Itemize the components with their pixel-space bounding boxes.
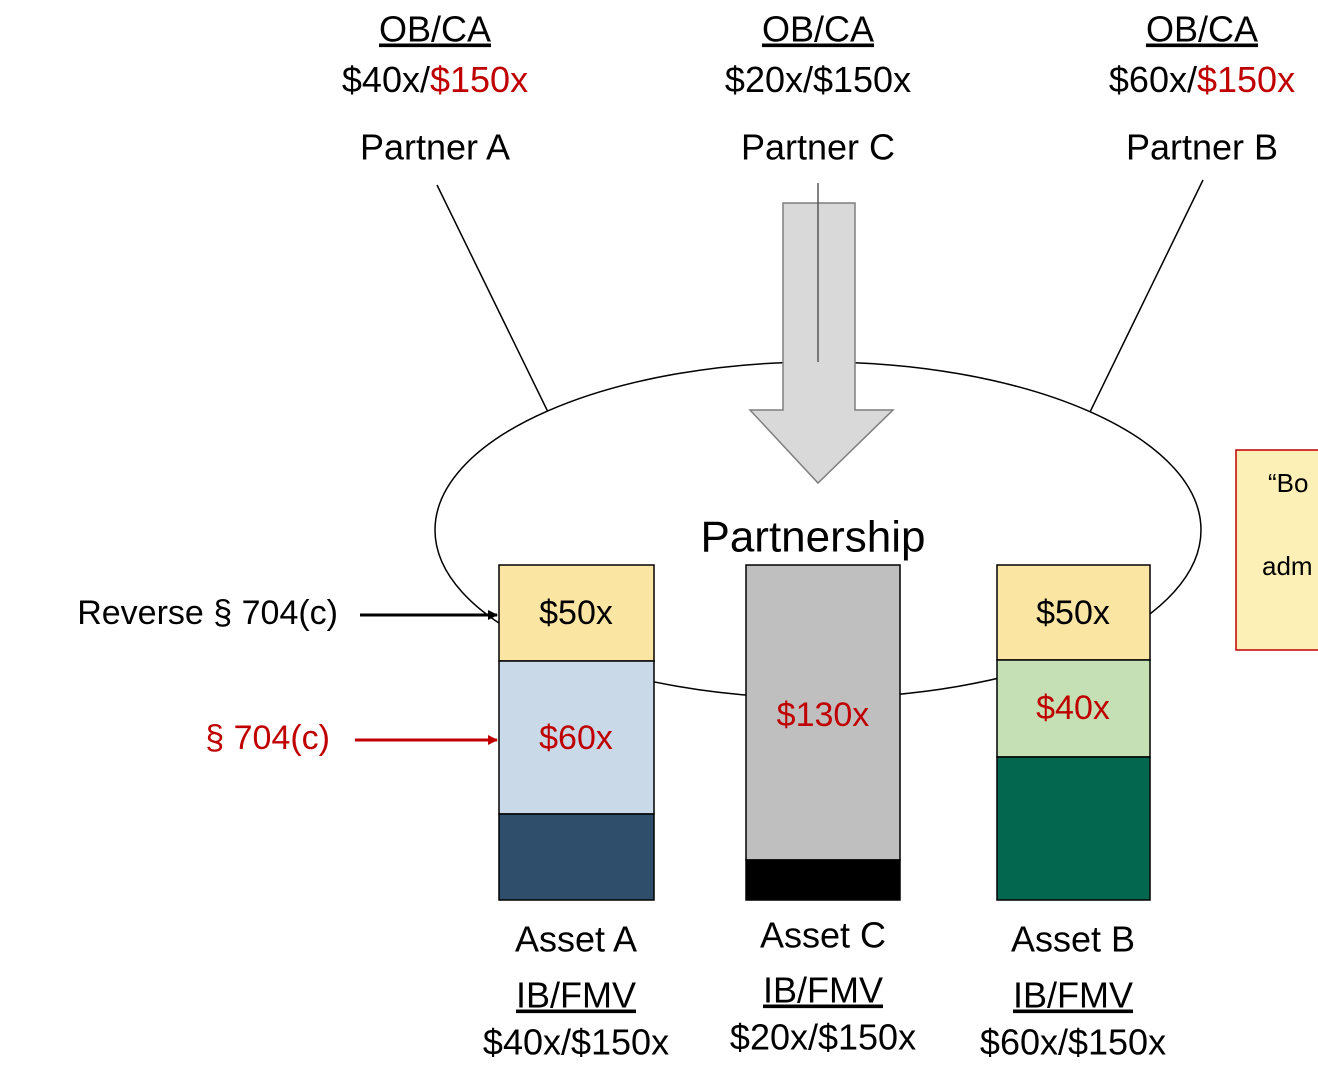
value: $60x/ — [1109, 59, 1197, 100]
asset-name: Asset B — [1011, 919, 1135, 960]
arrow-label: § 704(c) — [205, 719, 330, 757]
value: $150x — [430, 59, 528, 100]
partner-b: OB/CA $60x/$150x Partner B — [1109, 9, 1295, 168]
segment — [498, 813, 655, 901]
partner-values: $40x/$150x — [342, 59, 528, 100]
segment-label: $60x — [539, 719, 613, 757]
value: $150x — [1197, 59, 1295, 100]
asset-values: $60x/$150x — [980, 1022, 1166, 1063]
partner-c: OB/CA $20x/$150x Partner C — [725, 9, 911, 168]
asset-name: Asset A — [515, 919, 637, 960]
segment — [498, 660, 655, 815]
asset-values: $20x/$150x — [730, 1017, 916, 1058]
connector — [436, 184, 549, 413]
segment-label: $130x — [777, 696, 870, 734]
value: $40x/ — [342, 59, 430, 100]
segment — [996, 659, 1151, 758]
partner-name: Partner B — [1126, 127, 1278, 168]
asset-values: $40x/$150x — [483, 1022, 669, 1063]
asset-labels: Asset A IB/FMV $40x/$150x Asset C IB/FMV… — [483, 915, 1166, 1063]
partner-values: $20x/$150x — [725, 59, 911, 100]
arrow-label: Reverse § 704(c) — [77, 594, 338, 632]
partnership-label: Partnership — [700, 513, 925, 562]
segment-label: $40x — [1036, 689, 1110, 727]
contribution-arrow — [748, 202, 895, 485]
segment — [498, 564, 655, 662]
segment — [996, 564, 1151, 661]
segment-label: $50x — [539, 594, 613, 632]
callout-text: adm — [1262, 551, 1313, 581]
callout-text: “Bo — [1268, 468, 1308, 498]
partner-name: Partner A — [360, 127, 510, 168]
partner-a: OB/CA $40x/$150x Partner A — [342, 9, 528, 168]
partner-header: OB/CA — [1146, 9, 1258, 50]
value: $20x/$150x — [725, 59, 911, 100]
asset-name: Asset C — [760, 915, 886, 956]
callout-box — [1235, 449, 1318, 651]
segment — [745, 564, 901, 861]
asset-header: IB/FMV — [1013, 975, 1133, 1016]
segment — [996, 756, 1151, 901]
partner-values: $60x/$150x — [1109, 59, 1295, 100]
asset-header: IB/FMV — [763, 970, 883, 1011]
connector — [1089, 179, 1204, 413]
partner-header: OB/CA — [379, 9, 491, 50]
partner-header: OB/CA — [762, 9, 874, 50]
segment-label: $50x — [1036, 594, 1110, 632]
asset-header: IB/FMV — [516, 975, 636, 1016]
partner-name: Partner C — [741, 127, 895, 168]
segment — [745, 859, 901, 901]
